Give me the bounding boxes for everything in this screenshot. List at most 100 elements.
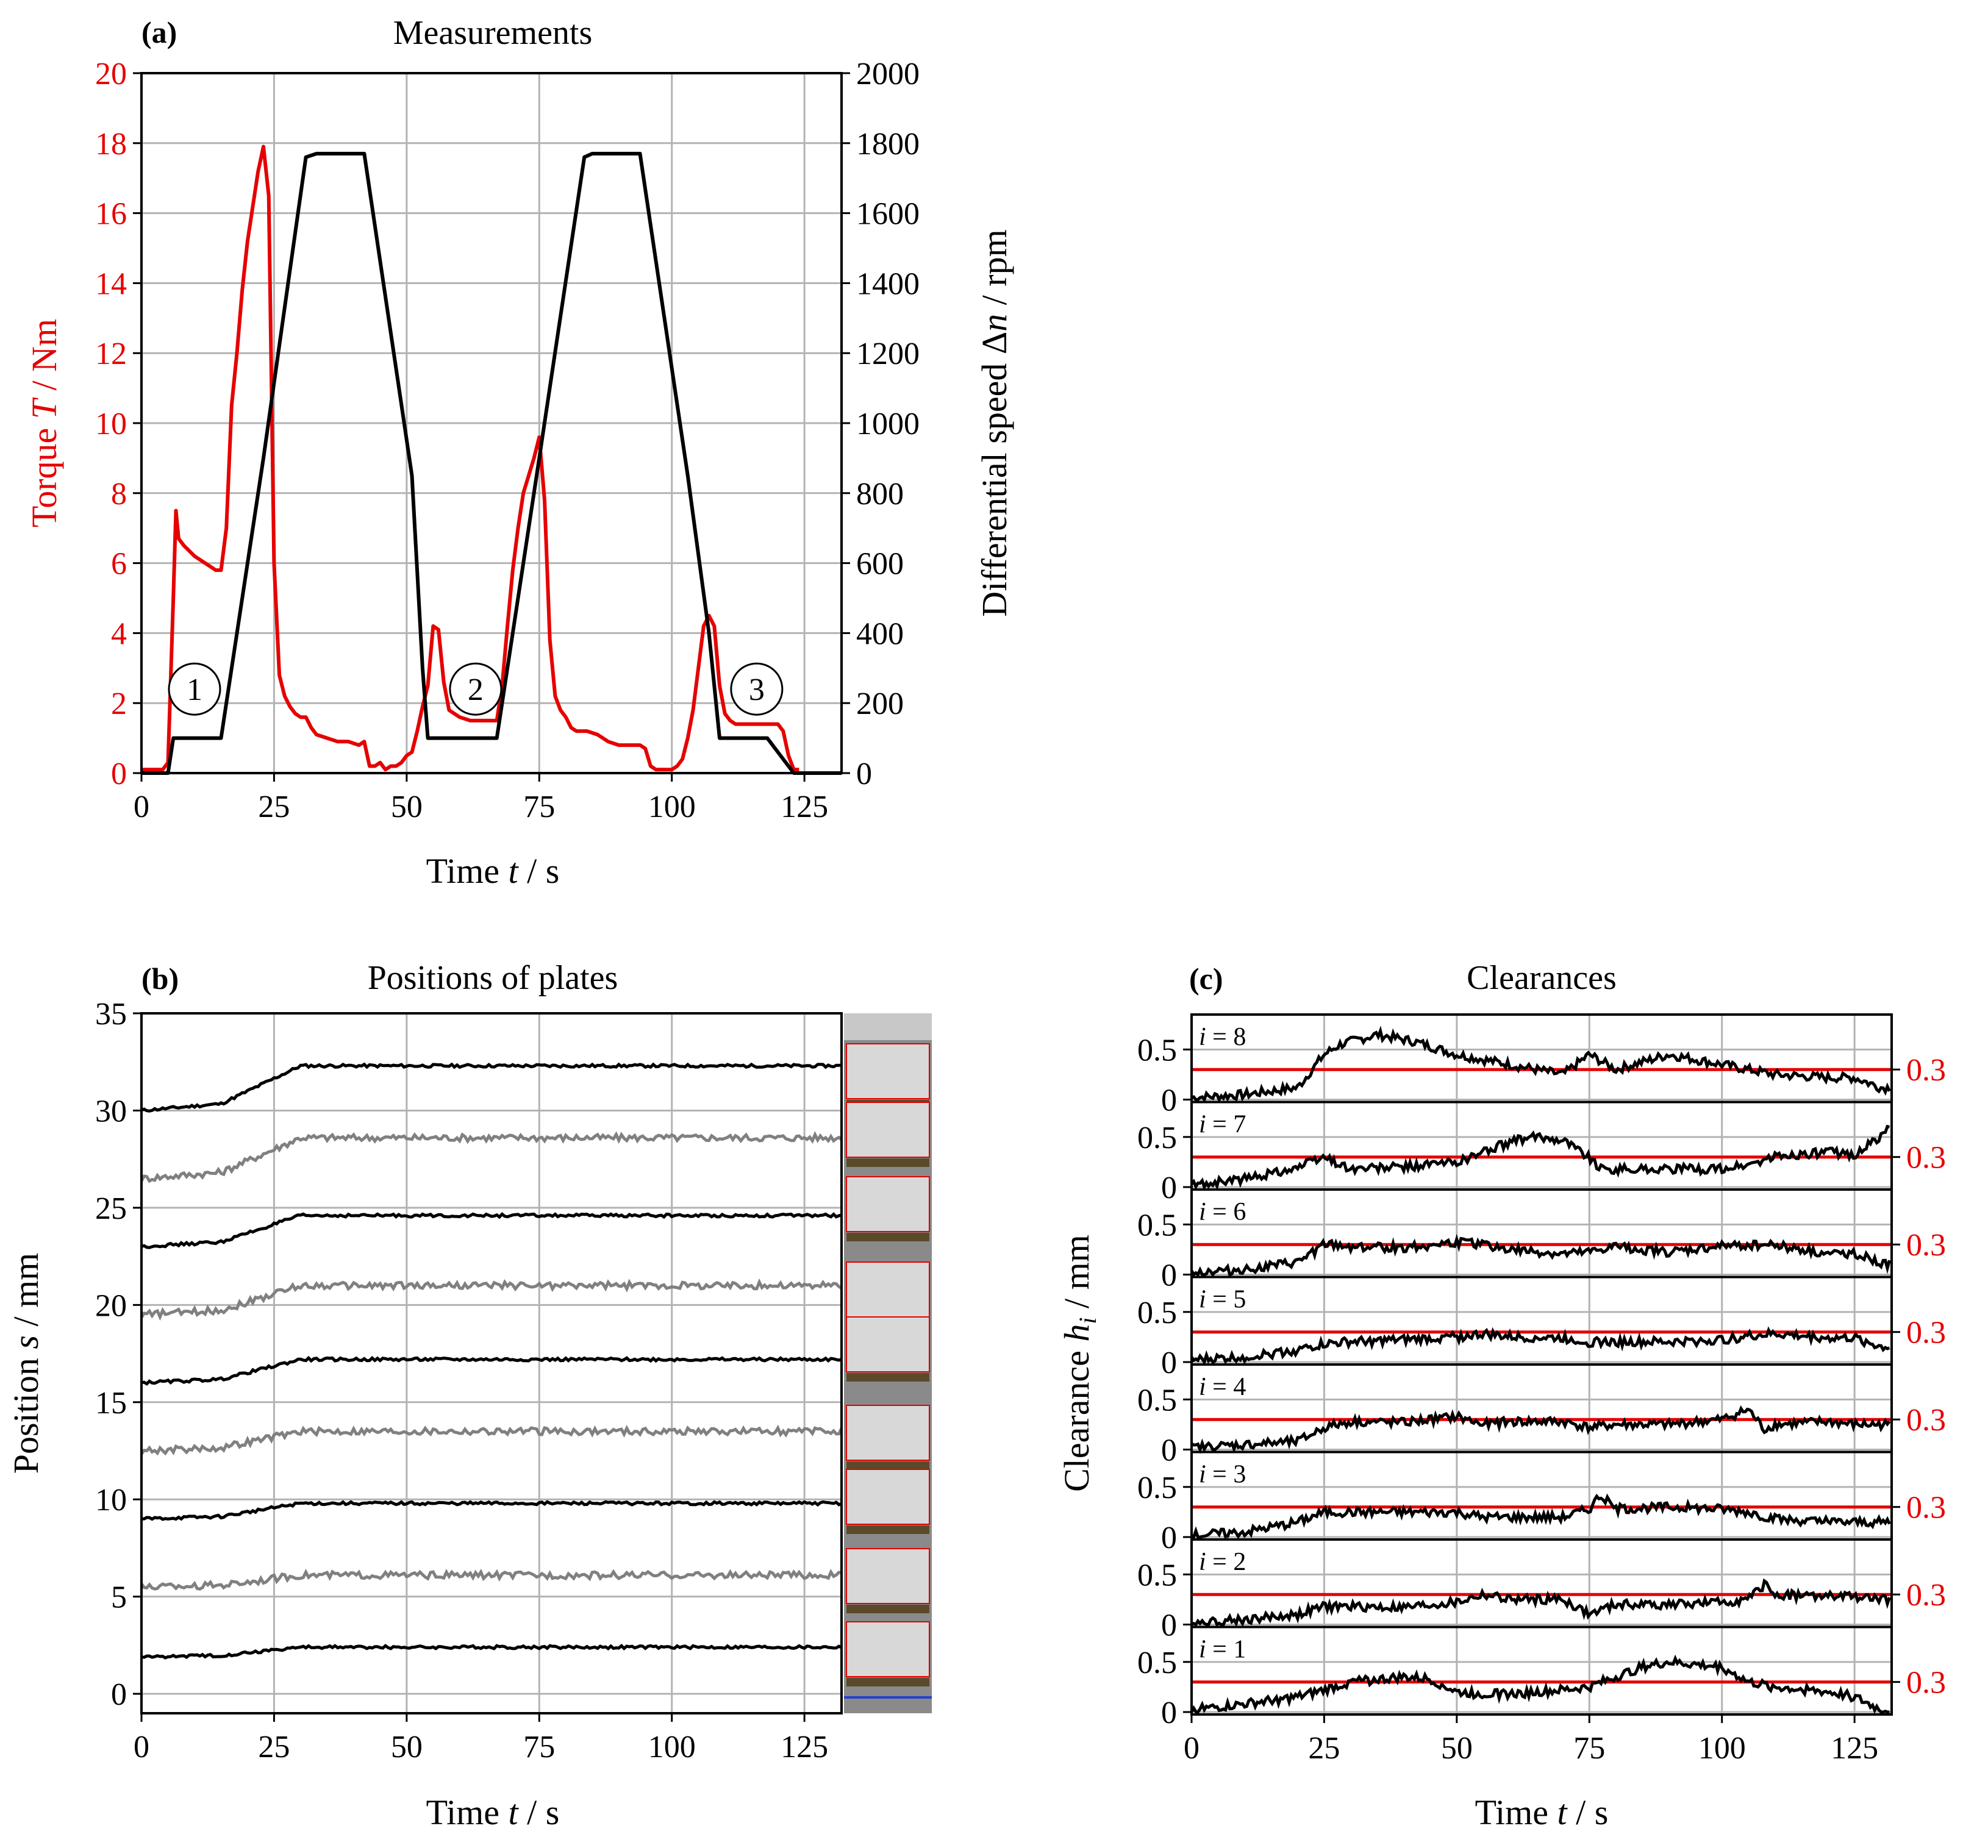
tick-label-x-25: 25 [258,1730,290,1764]
threshold-label: 0.3 [1906,1053,1946,1088]
photo-gap-7 [846,1525,929,1534]
panel-b: (b) Positions of plates 0 25 50 75 100 125 0 5 1… [6,959,932,1832]
threshold-label: 0.3 [1906,1316,1946,1350]
tick-label-y-4: 4 [111,616,127,651]
photo-plate-6 [846,1405,930,1461]
tick-label-x-50: 50 [1441,1731,1473,1766]
photo-gap-6 [846,1461,929,1470]
tick-label-x-100: 100 [648,790,696,824]
photo-gap-3 [846,1233,929,1241]
tick-label-x-0: 0 [134,1730,149,1764]
panel-a-annotations: 1 2 3 [168,662,784,716]
tick-label-y-2: 2 [111,687,127,721]
series-plate-9 [141,1062,842,1113]
clearance-row-4: i = 4 0 0.5 0.3 [1137,1363,1946,1468]
tick-label-x-125: 125 [781,1730,828,1764]
tick-label-y-18: 18 [95,127,127,162]
threshold-label: 0.3 [1906,1403,1946,1438]
tick-label-y2-800: 800 [856,477,904,512]
tick-label-y-35: 35 [95,997,127,1032]
clearance-series-2 [1190,1578,1891,1627]
tick-label-y-0.5: 0.5 [1137,1296,1177,1330]
tick-label-y-0: 0 [1161,1083,1177,1118]
series-torque [141,144,799,772]
tick-label-x-75: 75 [1573,1731,1605,1766]
tick-label-y-0.5: 0.5 [1137,1208,1177,1243]
clutch-photo-strip [844,1013,932,1713]
row-frame [1190,1101,1893,1191]
tick-label-y-25: 25 [95,1191,127,1226]
row-label: i = 1 [1199,1636,1246,1664]
clearance-series-1 [1190,1654,1890,1714]
panel-c-label: (c) [1189,961,1223,996]
threshold-label: 0.3 [1906,1578,1946,1613]
tick-label-y-0: 0 [1161,1171,1177,1205]
panel-c-ylabel: Clearance hi / mm [1057,1235,1101,1492]
panel-b-ylabel: Position s / mm [6,1253,46,1474]
tick-label-y2-1000: 1000 [856,407,920,441]
series-plate-6 [140,1278,843,1321]
tick-label-y-10: 10 [95,1483,127,1518]
tick-label-y-0.5: 0.5 [1137,1121,1177,1155]
tick-label-y2-200: 200 [856,687,904,721]
panel-b-ticks: 0 25 50 75 100 125 0 5 10 15 20 25 30 35 [95,997,828,1764]
clearance-row-5: i = 5 0 0.5 0.3 [1137,1275,1946,1380]
row-frame [1190,1450,1893,1541]
panel-a-y2label: Differential speed Δn / rpm [974,229,1014,616]
panel-a-xlabel: Time t / s [426,851,560,891]
clearance-series-5 [1190,1326,1890,1366]
tick-label-y-0: 0 [1161,1433,1177,1468]
photo-plate-3 [846,1176,930,1232]
tick-label-y-0: 0 [1161,1608,1177,1643]
photo-plate-1 [846,1043,930,1099]
annotation-label-2: 2 [468,672,484,707]
tick-label-x-75: 75 [523,790,555,824]
series-plate-8 [140,1131,843,1183]
tick-label-y2-1200: 1200 [856,337,920,371]
panel-c-xlabel: Time t / s [1475,1793,1609,1832]
series-plate-1 [141,1644,843,1660]
annotation-circle-1 [168,662,221,716]
tick-label-x-25: 25 [1308,1731,1340,1766]
tick-label-y-0: 0 [1161,1346,1177,1380]
panel-a-series [141,144,842,775]
panel-b-frame [140,1012,843,1714]
panel-b-title: Positions of plates [368,959,618,997]
clearance-row-6: i = 6 0 0.5 0.3 [1137,1188,1946,1293]
tick-label-y2-2000: 2000 [856,57,920,91]
series-plate-7 [141,1212,842,1249]
tick-label-y-5: 5 [111,1580,127,1615]
photo-cap [844,1013,932,1040]
photo-plate-9 [846,1621,930,1677]
row-label: i = 6 [1199,1198,1246,1226]
tick-label-y2-0: 0 [856,757,872,791]
clearance-series-6 [1190,1233,1891,1277]
panel-a-ticks: 0 25 50 75 100 125024681012141618200200400600… [95,57,920,824]
row-label: i = 2 [1199,1548,1246,1576]
panel-c: (c) Clearances i = 800.50.3i = 700.50.3i… [1057,959,1946,1832]
tick-label-y-6: 6 [111,547,127,582]
panel-a-title: Measurements [393,14,593,52]
row-label: i = 5 [1199,1286,1246,1314]
clearance-series-7 [1190,1124,1890,1191]
tick-label-x-50: 50 [391,1730,423,1764]
tick-label-y-8: 8 [111,477,127,512]
tick-label-x-50: 50 [391,790,423,824]
panel-b-label: (b) [141,961,179,996]
tick-label-y-0.5: 0.5 [1137,1033,1177,1068]
tick-label-y-0: 0 [1161,1696,1177,1730]
clearance-series-8 [1191,1026,1891,1104]
row-label: i = 3 [1199,1461,1246,1489]
tick-label-y2-1400: 1400 [856,266,920,301]
tick-label-y-12: 12 [95,337,127,371]
tick-label-y-0.5: 0.5 [1137,1558,1177,1593]
photo-plate-2 [846,1102,930,1158]
photo-plates [846,1043,930,1686]
tick-label-x-125: 125 [781,790,828,824]
tick-label-y2-400: 400 [856,616,904,651]
series-plate-2 [140,1568,842,1591]
tick-label-y-0: 0 [111,1677,127,1712]
annotation-circle-3 [730,662,784,716]
photo-plate-4 [846,1261,930,1318]
clearance-series-4 [1190,1405,1891,1454]
